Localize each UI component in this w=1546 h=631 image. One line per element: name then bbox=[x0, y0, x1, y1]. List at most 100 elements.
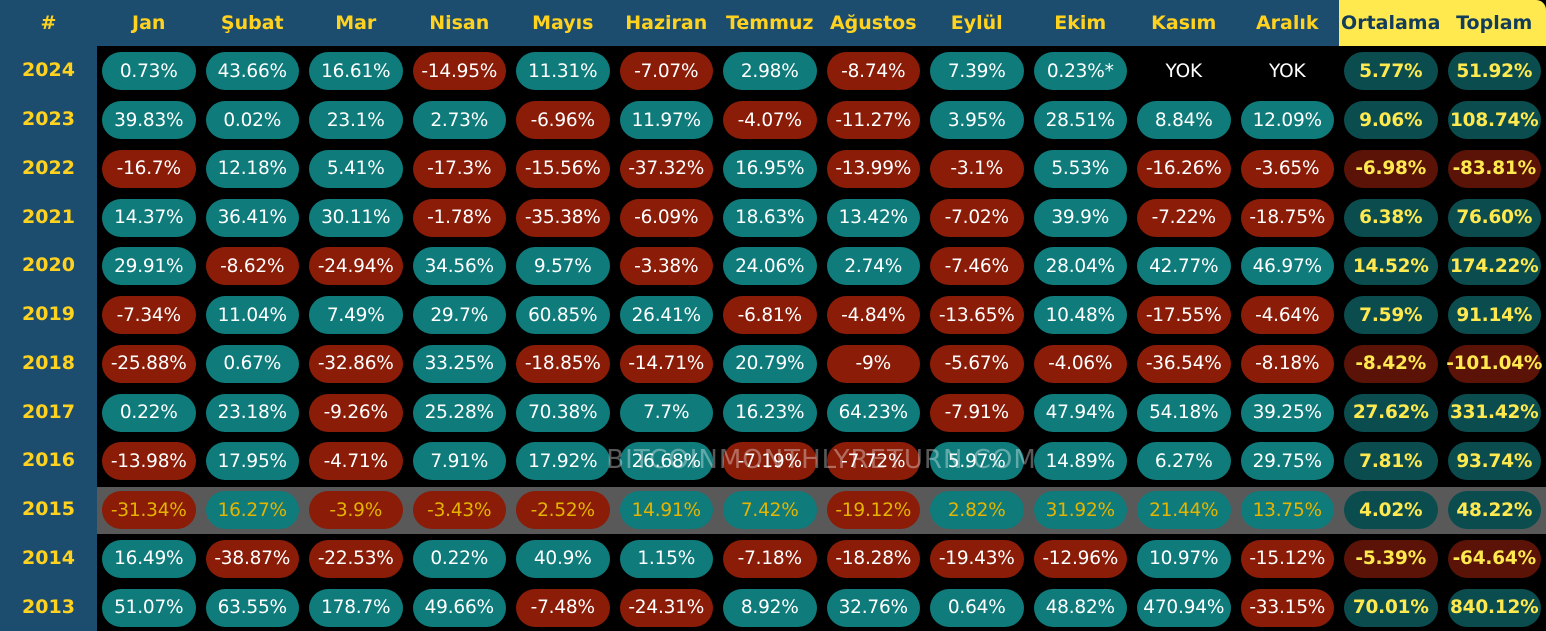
return-cell: 178.7% bbox=[309, 588, 403, 627]
return-cell: -18.85% bbox=[516, 344, 610, 383]
return-cell: 40.9% bbox=[516, 539, 610, 578]
return-cell: -19.12% bbox=[826, 491, 920, 530]
summary-cell: 7.81% bbox=[1344, 442, 1438, 481]
column-header: Mar bbox=[335, 12, 377, 34]
column-header: Haziran bbox=[625, 12, 708, 34]
return-cell: -38.87% bbox=[205, 539, 299, 578]
return-cell: 20.79% bbox=[723, 344, 817, 383]
column-header: Şubat bbox=[220, 12, 284, 34]
return-cell: -3.9% bbox=[309, 491, 403, 530]
return-cell: 5.53% bbox=[1033, 149, 1127, 188]
return-cell: 47.94% bbox=[1033, 393, 1127, 432]
row-year: 2016 bbox=[22, 449, 75, 472]
return-cell: 29.75% bbox=[1240, 442, 1334, 481]
return-cell: -31.34% bbox=[102, 491, 196, 530]
column-header: Aralık bbox=[1255, 12, 1319, 34]
return-cell: -18.75% bbox=[1240, 198, 1334, 237]
return-cell: -18.28% bbox=[826, 539, 920, 578]
return-cell: 14.89% bbox=[1033, 442, 1127, 481]
return-cell: -7.34% bbox=[102, 296, 196, 335]
header-bar bbox=[0, 0, 1546, 46]
summary-cell: 5.77% bbox=[1344, 52, 1438, 91]
column-header: Eylül bbox=[950, 12, 1003, 34]
return-cell: 13.42% bbox=[826, 198, 920, 237]
return-cell: -3.65% bbox=[1240, 149, 1334, 188]
return-cell: 36.41% bbox=[205, 198, 299, 237]
return-cell: -4.64% bbox=[1240, 296, 1334, 335]
return-cell: -3.1% bbox=[930, 149, 1024, 188]
summary-cell: 7.59% bbox=[1344, 296, 1438, 335]
return-cell: -17.55% bbox=[1137, 296, 1231, 335]
return-cell: 23.1% bbox=[309, 101, 403, 140]
return-cell: 51.07% bbox=[102, 588, 196, 627]
return-cell: 60.85% bbox=[516, 296, 610, 335]
return-cell: -7.72% bbox=[826, 442, 920, 481]
return-cell: -12.96% bbox=[1033, 539, 1127, 578]
return-cell: 28.51% bbox=[1033, 101, 1127, 140]
return-cell: 24.06% bbox=[723, 247, 817, 286]
return-cell: -14.71% bbox=[619, 344, 713, 383]
column-header: # bbox=[40, 12, 57, 34]
return-cell: 7.39% bbox=[930, 52, 1024, 91]
return-cell: -9.26% bbox=[309, 393, 403, 432]
return-cell: -13.99% bbox=[826, 149, 920, 188]
return-cell: 6.27% bbox=[1137, 442, 1231, 481]
row-year: 2014 bbox=[22, 546, 75, 569]
return-cell: 11.31% bbox=[516, 52, 610, 91]
return-cell: -9% bbox=[826, 344, 920, 383]
return-cell: 31.92% bbox=[1033, 491, 1127, 530]
column-header: Jan bbox=[132, 12, 166, 34]
return-cell: -19.43% bbox=[930, 539, 1024, 578]
return-cell: -17.3% bbox=[412, 149, 506, 188]
summary-cell: 331.42% bbox=[1447, 393, 1541, 432]
summary-cell: 4.02% bbox=[1344, 491, 1438, 530]
summary-cell: 93.74% bbox=[1447, 442, 1541, 481]
return-cell: -11.27% bbox=[826, 101, 920, 140]
return-cell: 64.23% bbox=[826, 393, 920, 432]
return-cell: 0.73% bbox=[102, 52, 196, 91]
return-cell: 10.48% bbox=[1033, 296, 1127, 335]
return-cell: -15.12% bbox=[1240, 539, 1334, 578]
return-cell: 5.97% bbox=[930, 442, 1024, 481]
return-cell: -6.96% bbox=[516, 101, 610, 140]
return-cell: 63.55% bbox=[205, 588, 299, 627]
return-cell: -7.46% bbox=[930, 247, 1024, 286]
return-cell: -6.09% bbox=[619, 198, 713, 237]
row-year: 2022 bbox=[22, 156, 75, 179]
return-cell: 12.18% bbox=[205, 149, 299, 188]
return-cell: -4.06% bbox=[1033, 344, 1127, 383]
return-cell: 34.56% bbox=[412, 247, 506, 286]
return-cell: -4.07% bbox=[723, 101, 817, 140]
return-cell: 16.23% bbox=[723, 393, 817, 432]
summary-cell: -6.98% bbox=[1344, 149, 1438, 188]
summary-cell: -64.64% bbox=[1447, 539, 1541, 578]
return-cell: 26.68% bbox=[619, 442, 713, 481]
row-year: 2015 bbox=[22, 498, 75, 521]
summary-cell: 840.12% bbox=[1447, 588, 1541, 627]
column-header: Ekim bbox=[1054, 12, 1107, 34]
return-cell: -7.18% bbox=[723, 539, 817, 578]
summary-cell: 174.22% bbox=[1447, 247, 1541, 286]
row-year: 2013 bbox=[22, 595, 75, 618]
return-cell: 17.92% bbox=[516, 442, 610, 481]
return-cell: -25.88% bbox=[102, 344, 196, 383]
return-cell: 8.92% bbox=[723, 588, 817, 627]
column-header: Toplam bbox=[1442, 0, 1546, 46]
return-cell: -13.98% bbox=[102, 442, 196, 481]
column-header: Mayıs bbox=[532, 12, 594, 34]
return-cell: 29.91% bbox=[102, 247, 196, 286]
return-cell: 0.22% bbox=[102, 393, 196, 432]
return-cell: 49.66% bbox=[412, 588, 506, 627]
row-year: 2020 bbox=[22, 254, 75, 277]
return-cell: 54.18% bbox=[1137, 393, 1231, 432]
return-cell: 17.95% bbox=[205, 442, 299, 481]
return-cell: -5.67% bbox=[930, 344, 1024, 383]
return-cell: 0.02% bbox=[205, 101, 299, 140]
return-cell: 7.7% bbox=[619, 393, 713, 432]
return-cell: 39.9% bbox=[1033, 198, 1127, 237]
return-cell: 14.91% bbox=[619, 491, 713, 530]
return-cell: -7.19% bbox=[723, 442, 817, 481]
return-cell: 16.95% bbox=[723, 149, 817, 188]
